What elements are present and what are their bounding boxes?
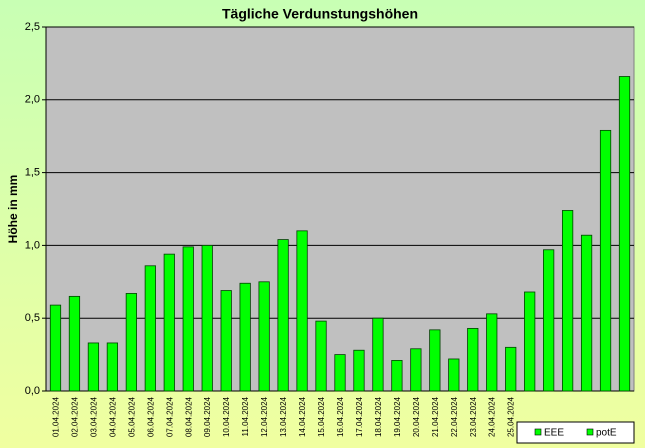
legend-label: EEE [544,428,564,439]
y-tick-label: 0,5 [25,312,40,324]
y-tick-label: 1,0 [25,239,40,251]
y-tick-label: 2,5 [25,21,40,33]
x-tick-label: 07.04.2024 [165,396,174,437]
legend-swatch [534,428,542,436]
legend-label: potE [596,428,617,439]
x-tick-label: 03.04.2024 [89,396,98,437]
x-tick-label: 24.04.2024 [488,396,497,437]
x-tick-label: 06.04.2024 [146,396,155,437]
y-axis-label: Höhe in mm [6,175,20,244]
x-tick-label: 13.04.2024 [279,396,288,437]
bar [561,210,574,392]
bar [599,129,612,392]
bar [201,244,213,392]
bar [106,342,119,392]
bar [277,239,289,392]
x-tick-label: 04.04.2024 [108,396,117,437]
x-tick-label: 16.04.2024 [336,396,345,437]
bar [334,354,346,392]
bar [543,249,555,392]
bar [68,295,81,392]
x-tick-label: 22.04.2024 [450,396,459,437]
x-tick-label: 21.04.2024 [431,396,440,437]
x-tick-label: 09.04.2024 [203,396,212,437]
legend-swatch [586,428,594,436]
x-tick-label: 15.04.2024 [317,396,326,437]
bar [163,253,175,392]
x-tick-label: 08.04.2024 [184,396,193,437]
bar [49,304,62,392]
legend-box [516,421,635,444]
bar [239,282,251,392]
bar [580,234,593,392]
bar [125,293,137,392]
bar [372,317,384,392]
x-tick-label: 19.04.2024 [393,396,402,437]
plot-area [45,26,635,392]
x-tick-label: 01.04.2024 [51,396,60,437]
bar [391,360,403,392]
bar [144,265,156,392]
x-tick-label: 02.04.2024 [70,396,79,437]
bar [524,291,536,392]
y-tick-label: 0,0 [25,385,40,397]
x-tick-label: 23.04.2024 [469,396,478,437]
chart-title: Tägliche Verdunstungshöhen [222,6,418,22]
x-tick-label: 18.04.2024 [374,396,383,437]
y-tick-label: 2,0 [25,94,40,106]
bar [182,246,194,392]
bar [448,358,460,392]
x-tick-label: 11.04.2024 [241,396,250,436]
bar [296,230,308,392]
bar [220,290,232,392]
bar [429,329,441,392]
x-tick-label: 25.04.2024 [507,396,516,437]
x-tick-label: 20.04.2024 [412,396,421,437]
bar [467,327,479,392]
bar [258,281,270,392]
bar [353,349,365,392]
bar [87,342,100,392]
x-tick-label: 10.04.2024 [222,396,231,437]
x-tick-label: 12.04.2024 [260,396,269,437]
y-tick-label: 1,5 [25,167,40,179]
bar [505,346,517,392]
bar [315,320,327,392]
x-tick-label: 05.04.2024 [127,396,136,437]
bar [618,76,631,392]
x-tick-label: 17.04.2024 [355,396,364,437]
bar [410,348,422,392]
bar [486,313,498,392]
x-tick-label: 14.04.2024 [298,396,307,437]
